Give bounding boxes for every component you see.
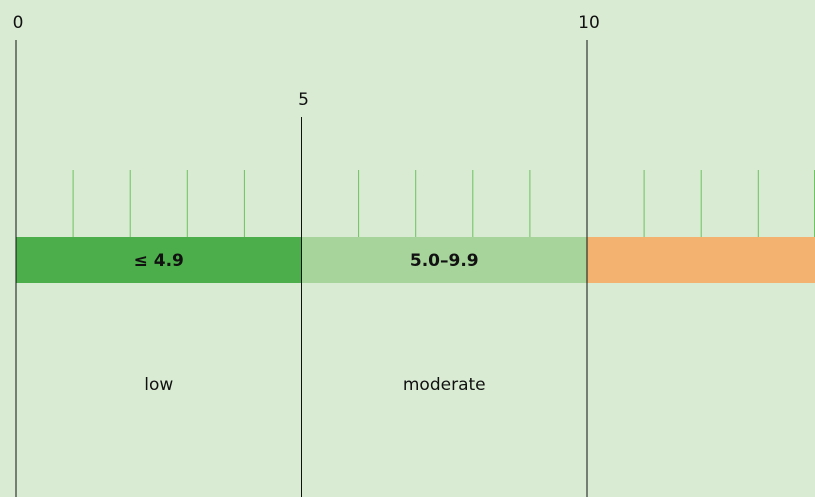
band-label: 5.0–9.9: [410, 251, 479, 271]
band: [301, 237, 587, 283]
tick-label: 0: [13, 13, 24, 33]
band: [16, 237, 302, 283]
band-label: ≤ 4.9: [134, 251, 184, 271]
band: [587, 237, 815, 283]
category-label: moderate: [403, 375, 486, 395]
tick-label: 5: [298, 90, 309, 110]
tick-label: 10: [578, 13, 600, 33]
category-label: low: [144, 375, 173, 395]
